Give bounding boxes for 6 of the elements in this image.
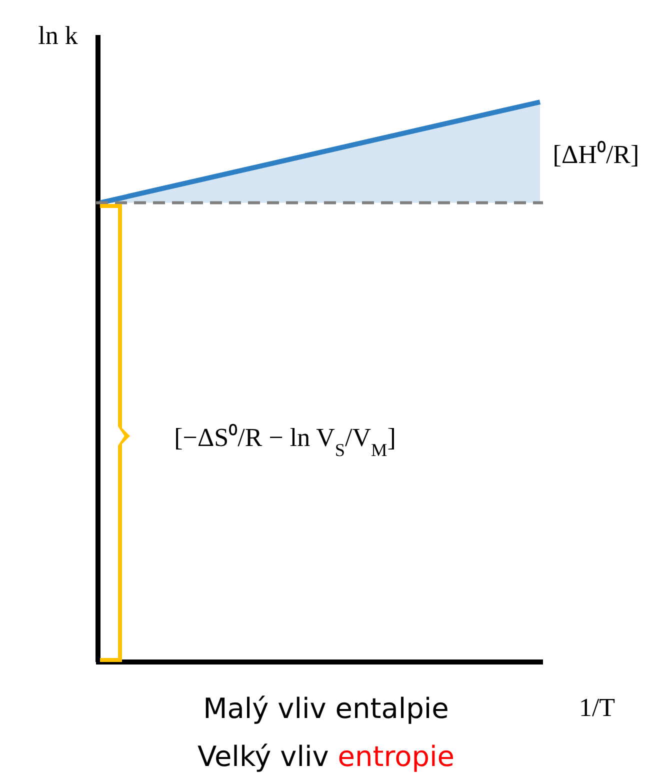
text: Velký vliv entropie [197, 740, 455, 773]
annotation: [−ΔS⁰/R − ln V$_{S}$/V$_{M}$] [174, 423, 396, 460]
y-axis-title: ln k [38, 21, 78, 50]
text: Malý vliv entalpie [203, 692, 449, 725]
annotation: [ΔH⁰/R] [552, 140, 640, 169]
x-axis-title: 1/T [578, 693, 616, 722]
